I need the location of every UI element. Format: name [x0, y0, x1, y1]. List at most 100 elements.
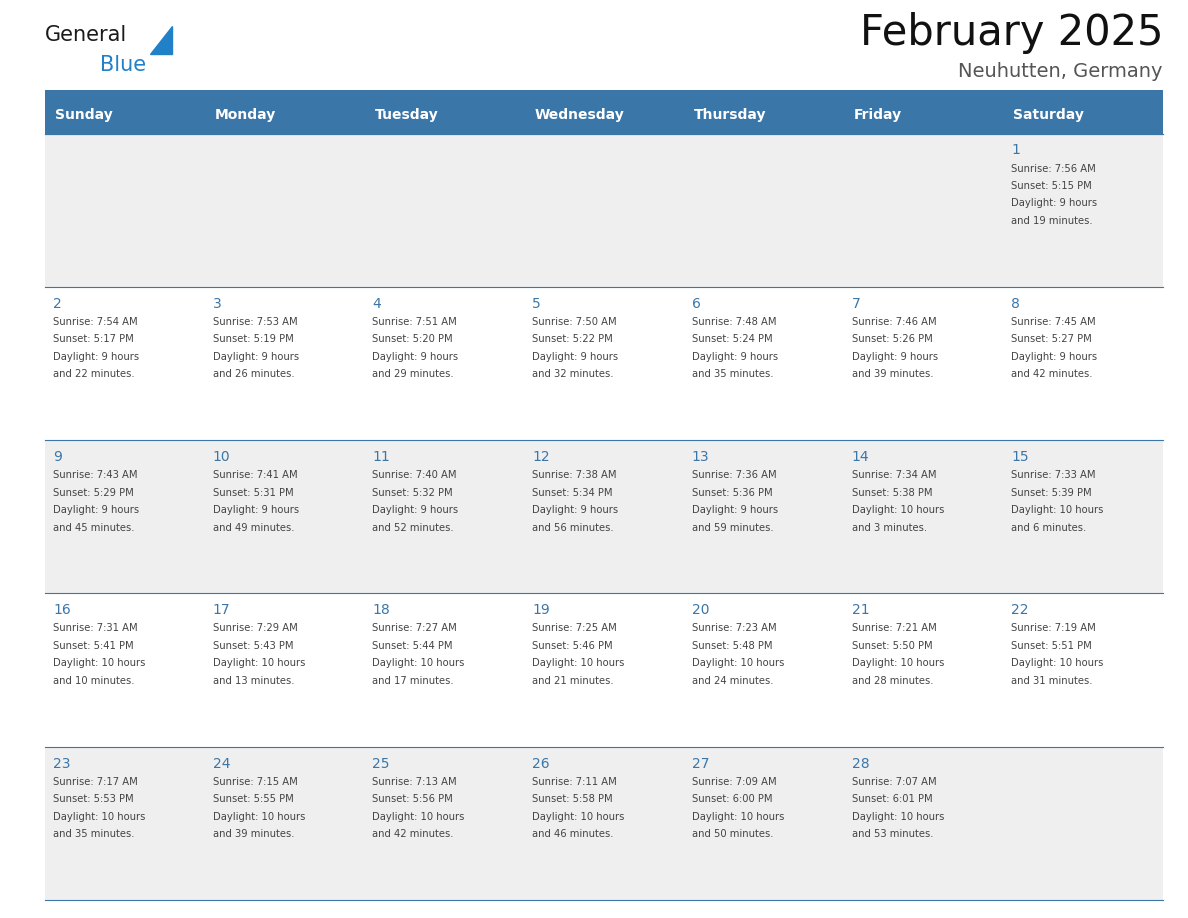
Text: Daylight: 9 hours: Daylight: 9 hours — [372, 352, 459, 362]
Text: Sunrise: 7:19 AM: Sunrise: 7:19 AM — [1011, 623, 1097, 633]
Text: Sunrise: 7:43 AM: Sunrise: 7:43 AM — [53, 470, 138, 480]
Text: and 19 minutes.: and 19 minutes. — [1011, 216, 1093, 226]
Text: Daylight: 10 hours: Daylight: 10 hours — [213, 658, 305, 668]
Bar — [684, 95, 843, 133]
Text: Sunrise: 7:09 AM: Sunrise: 7:09 AM — [691, 777, 777, 787]
Text: 20: 20 — [691, 603, 709, 618]
Text: Sunset: 6:01 PM: Sunset: 6:01 PM — [852, 794, 933, 804]
Text: 21: 21 — [852, 603, 870, 618]
Text: and 3 minutes.: and 3 minutes. — [852, 522, 927, 532]
Text: Sunset: 5:48 PM: Sunset: 5:48 PM — [691, 641, 772, 651]
Text: Sunset: 5:19 PM: Sunset: 5:19 PM — [213, 334, 293, 344]
Text: Daylight: 10 hours: Daylight: 10 hours — [852, 812, 944, 822]
Bar — [204, 95, 365, 133]
Text: Sunrise: 7:27 AM: Sunrise: 7:27 AM — [372, 623, 457, 633]
Text: Daylight: 10 hours: Daylight: 10 hours — [213, 812, 305, 822]
Text: 5: 5 — [532, 297, 541, 311]
Text: 26: 26 — [532, 756, 550, 771]
Text: Daylight: 9 hours: Daylight: 9 hours — [852, 352, 937, 362]
Text: Sunrise: 7:56 AM: Sunrise: 7:56 AM — [1011, 163, 1097, 174]
Text: and 45 minutes.: and 45 minutes. — [53, 522, 134, 532]
Text: Sunset: 5:22 PM: Sunset: 5:22 PM — [532, 334, 613, 344]
Text: Sunset: 5:15 PM: Sunset: 5:15 PM — [1011, 181, 1092, 191]
Text: Daylight: 10 hours: Daylight: 10 hours — [852, 658, 944, 668]
Text: Sunrise: 7:40 AM: Sunrise: 7:40 AM — [372, 470, 457, 480]
Text: Thursday: Thursday — [694, 107, 766, 121]
Text: Sunset: 5:27 PM: Sunset: 5:27 PM — [1011, 334, 1092, 344]
Text: 15: 15 — [1011, 450, 1029, 465]
Text: and 13 minutes.: and 13 minutes. — [213, 676, 295, 686]
Text: Daylight: 10 hours: Daylight: 10 hours — [1011, 505, 1104, 515]
Text: Sunrise: 7:36 AM: Sunrise: 7:36 AM — [691, 470, 777, 480]
Text: Saturday: Saturday — [1013, 107, 1085, 121]
Text: Sunset: 5:29 PM: Sunset: 5:29 PM — [53, 487, 134, 498]
Text: Sunset: 5:56 PM: Sunset: 5:56 PM — [372, 794, 453, 804]
Text: Daylight: 9 hours: Daylight: 9 hours — [532, 505, 618, 515]
Text: 18: 18 — [372, 603, 390, 618]
Text: 9: 9 — [53, 450, 62, 465]
Text: Daylight: 9 hours: Daylight: 9 hours — [691, 505, 778, 515]
Text: and 53 minutes.: and 53 minutes. — [852, 829, 933, 839]
Bar — [45, 95, 204, 133]
Text: Sunrise: 7:29 AM: Sunrise: 7:29 AM — [213, 623, 297, 633]
Text: Daylight: 9 hours: Daylight: 9 hours — [1011, 352, 1098, 362]
Polygon shape — [150, 26, 172, 54]
Text: Sunrise: 7:53 AM: Sunrise: 7:53 AM — [213, 317, 297, 327]
Text: February 2025: February 2025 — [859, 12, 1163, 54]
Text: Daylight: 10 hours: Daylight: 10 hours — [691, 658, 784, 668]
Text: Sunset: 5:17 PM: Sunset: 5:17 PM — [53, 334, 134, 344]
Text: Sunset: 5:31 PM: Sunset: 5:31 PM — [213, 487, 293, 498]
Text: Sunrise: 7:07 AM: Sunrise: 7:07 AM — [852, 777, 936, 787]
Text: Sunrise: 7:23 AM: Sunrise: 7:23 AM — [691, 623, 777, 633]
Text: Daylight: 9 hours: Daylight: 9 hours — [532, 352, 618, 362]
Text: and 24 minutes.: and 24 minutes. — [691, 676, 773, 686]
Text: 1: 1 — [1011, 143, 1020, 158]
Text: and 39 minutes.: and 39 minutes. — [213, 829, 295, 839]
Text: Sunset: 5:36 PM: Sunset: 5:36 PM — [691, 487, 772, 498]
Bar — [524, 95, 684, 133]
Text: 2: 2 — [53, 297, 62, 311]
Text: Sunrise: 7:41 AM: Sunrise: 7:41 AM — [213, 470, 297, 480]
Bar — [365, 95, 524, 133]
Text: Sunset: 5:41 PM: Sunset: 5:41 PM — [53, 641, 133, 651]
Text: Daylight: 10 hours: Daylight: 10 hours — [372, 658, 465, 668]
Text: Daylight: 9 hours: Daylight: 9 hours — [53, 352, 139, 362]
Text: Sunset: 5:46 PM: Sunset: 5:46 PM — [532, 641, 613, 651]
Text: Sunset: 5:44 PM: Sunset: 5:44 PM — [372, 641, 453, 651]
Text: Sunday: Sunday — [55, 107, 113, 121]
Text: Sunset: 5:39 PM: Sunset: 5:39 PM — [1011, 487, 1092, 498]
Text: Sunset: 5:32 PM: Sunset: 5:32 PM — [372, 487, 453, 498]
Text: 6: 6 — [691, 297, 701, 311]
Text: Sunrise: 7:45 AM: Sunrise: 7:45 AM — [1011, 317, 1095, 327]
Text: Friday: Friday — [853, 107, 902, 121]
Bar — [45, 593, 1163, 746]
Text: Sunset: 5:24 PM: Sunset: 5:24 PM — [691, 334, 772, 344]
Text: 3: 3 — [213, 297, 221, 311]
Text: Neuhutten, Germany: Neuhutten, Germany — [959, 62, 1163, 81]
Text: Daylight: 10 hours: Daylight: 10 hours — [532, 658, 625, 668]
Text: 27: 27 — [691, 756, 709, 771]
Text: and 10 minutes.: and 10 minutes. — [53, 676, 134, 686]
Text: Daylight: 10 hours: Daylight: 10 hours — [53, 812, 145, 822]
Text: 19: 19 — [532, 603, 550, 618]
Text: Daylight: 9 hours: Daylight: 9 hours — [213, 352, 299, 362]
Text: Sunset: 6:00 PM: Sunset: 6:00 PM — [691, 794, 772, 804]
Text: Sunset: 5:20 PM: Sunset: 5:20 PM — [372, 334, 453, 344]
Text: and 6 minutes.: and 6 minutes. — [1011, 522, 1087, 532]
Text: Tuesday: Tuesday — [374, 107, 438, 121]
Text: Sunset: 5:43 PM: Sunset: 5:43 PM — [213, 641, 293, 651]
Text: and 21 minutes.: and 21 minutes. — [532, 676, 614, 686]
Text: 16: 16 — [53, 603, 71, 618]
Text: 7: 7 — [852, 297, 860, 311]
Text: 24: 24 — [213, 756, 230, 771]
Bar — [843, 95, 1004, 133]
Text: Sunrise: 7:46 AM: Sunrise: 7:46 AM — [852, 317, 936, 327]
Text: Monday: Monday — [215, 107, 276, 121]
Text: General: General — [45, 25, 127, 45]
Text: Daylight: 10 hours: Daylight: 10 hours — [372, 812, 465, 822]
Text: Sunset: 5:58 PM: Sunset: 5:58 PM — [532, 794, 613, 804]
Bar — [45, 746, 1163, 900]
Text: Sunrise: 7:31 AM: Sunrise: 7:31 AM — [53, 623, 138, 633]
Text: and 46 minutes.: and 46 minutes. — [532, 829, 614, 839]
Text: Daylight: 10 hours: Daylight: 10 hours — [532, 812, 625, 822]
